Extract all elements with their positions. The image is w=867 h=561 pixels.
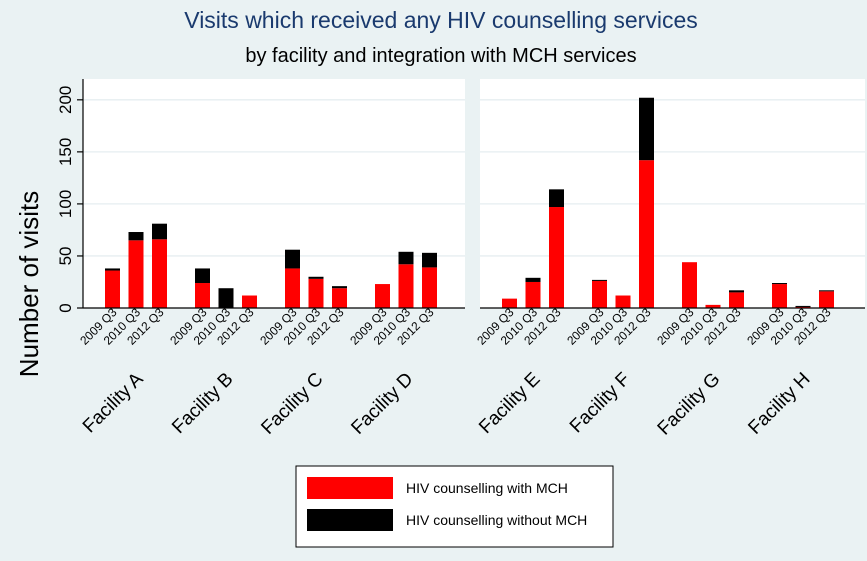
bar-without-mch — [332, 286, 347, 289]
bar-without-mch — [772, 283, 787, 285]
bar-without-mch — [285, 249, 300, 269]
bar-without-mch — [525, 277, 541, 282]
y-tick-label: 200 — [56, 86, 75, 114]
legend-swatch — [307, 477, 393, 499]
bar-with-mch — [195, 283, 210, 308]
bar-with-mch — [729, 292, 744, 308]
bar-with-mch — [705, 304, 721, 308]
bar-with-mch — [772, 284, 787, 308]
bar-with-mch — [332, 288, 347, 308]
bar-with-mch — [525, 281, 541, 308]
bar-without-mch — [819, 290, 834, 292]
bar-with-mch — [285, 268, 300, 308]
bar-with-mch — [398, 264, 414, 308]
bar-without-mch — [795, 305, 811, 307]
bar-with-mch — [502, 298, 517, 308]
bar-with-mch — [308, 278, 324, 308]
legend-label: HIV counselling with MCH — [406, 480, 568, 496]
bar-with-mch — [615, 295, 631, 308]
legend-label: HIV counselling without MCH — [406, 512, 587, 528]
chart-title: Visits which received any HIV counsellin… — [184, 7, 697, 33]
bar-without-mch — [398, 251, 414, 265]
bar-without-mch — [218, 288, 234, 308]
bar-with-mch — [105, 270, 120, 308]
bar-with-mch — [128, 240, 144, 308]
y-tick-label: 50 — [56, 246, 75, 265]
bar-with-mch — [592, 280, 607, 308]
bar-with-mch — [639, 160, 654, 308]
bar-with-mch — [375, 284, 390, 308]
bar-with-mch — [549, 207, 564, 308]
bar-without-mch — [639, 97, 654, 161]
bar-with-mch — [422, 267, 437, 308]
bar-without-mch — [729, 290, 744, 293]
y-tick-label: 100 — [56, 190, 75, 218]
plot-area — [480, 79, 865, 308]
bar-without-mch — [308, 276, 324, 279]
y-tick-label: 150 — [56, 138, 75, 166]
y-axis-label: Number of visits — [14, 191, 44, 377]
bar-without-mch — [152, 223, 167, 240]
bar-without-mch — [422, 252, 437, 268]
bar-without-mch — [105, 268, 120, 271]
bar-without-mch — [549, 189, 564, 208]
chart-legend: HIV counselling with MCH HIV counselling … — [295, 465, 614, 548]
bar-with-mch — [242, 295, 257, 308]
legend-swatch — [307, 509, 393, 531]
chart-subtitle: by facility and integration with MCH ser… — [245, 45, 636, 67]
bar-without-mch — [592, 279, 607, 281]
y-tick-label: 0 — [56, 303, 75, 312]
bar-without-mch — [195, 268, 210, 284]
bar-with-mch — [682, 262, 697, 308]
bar-with-mch — [819, 291, 834, 308]
bar-without-mch — [128, 232, 144, 241]
bar-with-mch — [152, 239, 167, 308]
